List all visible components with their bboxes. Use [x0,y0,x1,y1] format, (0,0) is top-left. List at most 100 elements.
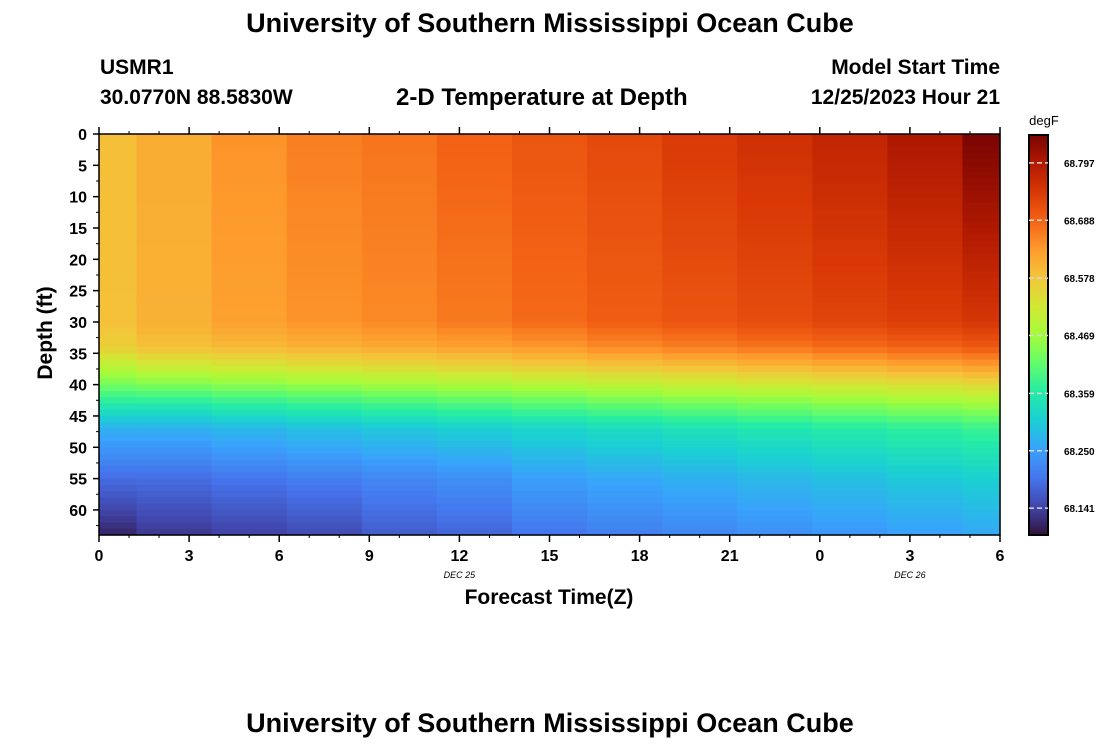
heatmap-cell [887,309,964,317]
heatmap-cell [962,177,1001,185]
heatmap-cell [436,215,513,223]
heatmap-cell [887,466,964,473]
heatmap-cell [211,347,288,354]
heatmap-cell [286,227,363,235]
heatmap-cell [361,491,438,499]
heatmap-cell [962,403,1001,411]
heatmap-cell [211,190,288,198]
heatmap-cell [136,522,213,530]
heatmap-cell [662,347,738,354]
heatmap-cell [211,134,288,141]
heatmap-cell [662,509,738,517]
heatmap-cell [962,271,1001,279]
heatmap-cell [511,159,588,166]
y-tick-label: 50 [69,440,87,457]
heatmap-cell [361,296,438,304]
station-id: USMR1 [100,56,174,79]
heatmap-cell [737,466,813,473]
heatmap-cell [361,390,438,398]
heatmap-cell [99,353,138,361]
heatmap-cell [587,390,663,398]
heatmap-cell [99,428,138,436]
heatmap-cell [587,321,663,329]
heatmap-cell [211,140,288,148]
heatmap-cell [962,528,1001,536]
heatmap-cell [286,190,363,198]
y-tick-label: 55 [69,472,87,489]
heatmap-cell [136,290,213,298]
heatmap-cell [99,284,138,292]
heatmap-cell [587,378,663,386]
heatmap-cell [587,409,663,417]
heatmap-cell [361,240,438,248]
heatmap-cell [286,434,363,442]
heatmap-cell [211,453,288,461]
heatmap-cell [211,328,288,336]
heatmap-cell [737,409,813,417]
heatmap-cell [887,315,964,323]
heatmap-cell [962,246,1001,254]
heatmap-cell [99,497,138,505]
heatmap-cell [436,466,513,473]
heatmap-cell [511,459,588,467]
heatmap-cell [662,397,738,405]
heatmap-cell [211,434,288,442]
heatmap-cell [662,441,738,448]
heatmap-cell [812,215,888,223]
heatmap-cell [211,334,288,342]
heatmap-cell [99,415,138,423]
heatmap-cell [812,516,888,524]
heatmap-cell [737,372,813,379]
heatmap-cell [587,365,663,373]
y-tick-label: 15 [69,221,87,238]
heatmap-cell [887,290,964,298]
heatmap-cell [286,296,363,304]
heatmap-cell [962,347,1001,354]
heatmap-cell [737,278,813,285]
heatmap-cell [737,403,813,411]
heatmap-cell [587,441,663,448]
x-tick-label: 21 [721,548,739,565]
heatmap-cell [962,165,1001,173]
heatmap-cell [737,177,813,185]
heatmap-cell [812,246,888,254]
heatmap-cell [211,202,288,210]
heatmap-cell [587,221,663,229]
heatmap-cell [962,215,1001,223]
heatmap-cell [662,171,738,179]
heatmap-cell [436,196,513,204]
heatmap-cell [361,397,438,405]
heatmap-cell [511,441,588,448]
heatmap-cell [737,503,813,511]
heatmap-cell [812,522,888,530]
heatmap-cell [99,340,138,348]
heatmap-cell [361,265,438,273]
heatmap-cell [361,409,438,417]
heatmap-cell [211,441,288,448]
heatmap-cell [511,434,588,442]
heatmap-cell [136,215,213,223]
heatmap-cell [286,202,363,210]
heatmap-cell [436,522,513,530]
x-tick-label: 9 [365,548,374,565]
heatmap-cell [887,509,964,517]
heatmap-cell [887,284,964,292]
heatmap-cell [211,516,288,524]
heatmap-cell [887,403,964,411]
heatmap-cell [662,246,738,254]
heatmap-cell [737,497,813,505]
y-tick-label: 60 [69,503,87,520]
heatmap-cell [211,403,288,411]
heatmap-cell [361,209,438,217]
heatmap-cell [737,234,813,242]
heatmap-cell [436,209,513,217]
heatmap-cell [662,309,738,317]
heatmap-cell [99,491,138,499]
heatmap-cell [737,328,813,336]
heatmap-cell [962,491,1001,499]
heatmap-cell [511,522,588,530]
heatmap-cell [887,221,964,229]
heatmap-cell [587,491,663,499]
heatmap-cell [436,171,513,179]
